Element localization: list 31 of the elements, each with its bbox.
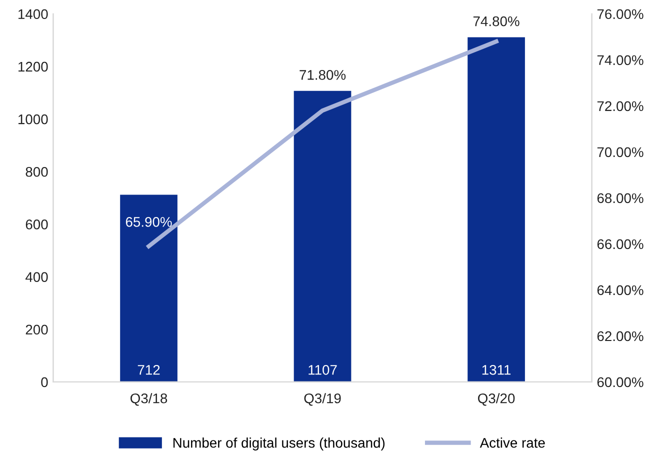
data-label: 712 xyxy=(138,364,160,375)
y2-tick-label: 70.00% xyxy=(597,147,644,158)
data-label: 65.90% xyxy=(126,216,172,227)
legend-label: Number of digital users (thousand) xyxy=(173,438,385,450)
y-tick-label: 200 xyxy=(26,324,48,335)
y-tick-label: 1400 xyxy=(18,9,48,20)
bar xyxy=(120,194,178,382)
y-tick-label: 400 xyxy=(25,272,48,282)
y2-tick-label: 66.00% xyxy=(597,239,644,250)
y2-tick-label: 64.00% xyxy=(597,285,644,296)
bar xyxy=(294,90,352,382)
y-tick-label: 600 xyxy=(26,220,48,230)
y-tick-label: 800 xyxy=(26,166,48,177)
y2-tick-label: 68.00% xyxy=(597,193,644,204)
x-tick-label: Q3/18 xyxy=(130,393,168,406)
data-label: 74.80% xyxy=(473,16,520,26)
y2-tick-label: 62.00% xyxy=(597,331,644,342)
x-tick-label: Q3/19 xyxy=(304,393,341,406)
data-label: 1311 xyxy=(482,364,511,375)
legend-label: Active rate xyxy=(480,438,545,448)
y-tick-label: 1200 xyxy=(18,62,48,72)
y2-tick-label: 72.00% xyxy=(597,101,644,112)
bar xyxy=(468,37,525,382)
data-label: 71.80% xyxy=(300,70,346,80)
y2-tick-label: 74.00% xyxy=(597,55,644,66)
y-tick-label: 1000 xyxy=(18,114,48,124)
y-tick-label: 0 xyxy=(41,377,48,388)
data-label: 1107 xyxy=(308,364,337,375)
y2-tick-label: 76.00% xyxy=(597,9,644,20)
x-tick-label: Q3/20 xyxy=(478,393,515,406)
y2-tick-label: 60.00% xyxy=(597,377,644,388)
